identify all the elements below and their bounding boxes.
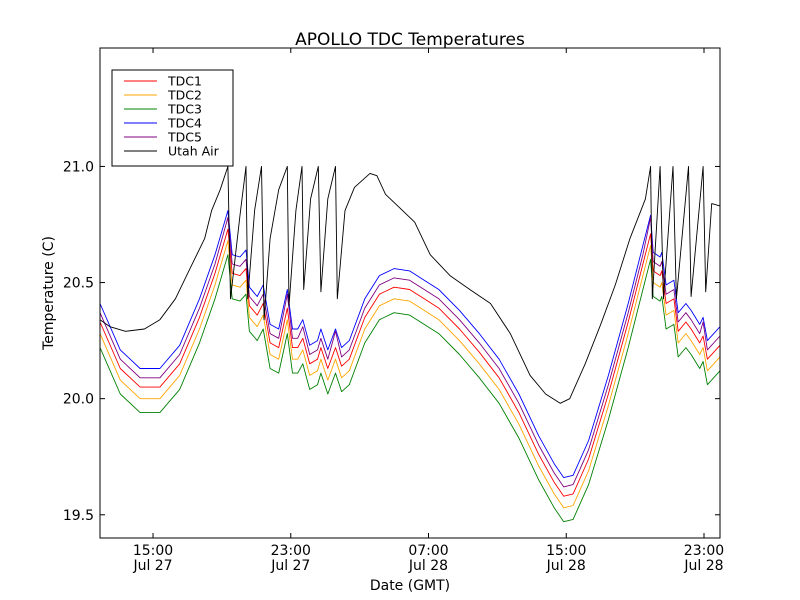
series-line-tdc1: [99, 228, 721, 497]
legend-frame: [111, 69, 234, 167]
x-tick-sublabel: Jul 28: [546, 558, 586, 574]
x-tick-sublabel: Jul 27: [270, 558, 310, 574]
plot-frame: [99, 47, 721, 539]
series-line-tdc2: [99, 240, 721, 509]
series-line-tdc4: [99, 210, 721, 479]
x-tick-label: 15:00: [133, 543, 173, 559]
x-tick-sublabel: Jul 28: [408, 558, 448, 574]
x-tick-label: 15:00: [546, 543, 586, 559]
y-tick-label: 20.0: [63, 392, 94, 408]
legend-label-tdc5: TDC5: [167, 130, 202, 145]
x-tick-label: 23:00: [684, 543, 724, 559]
legend-label-tdc4: TDC4: [167, 116, 202, 131]
chart-title: APOLLO TDC Temperatures: [295, 30, 525, 50]
series-line-tdc5: [99, 217, 721, 488]
x-tick-label: 23:00: [271, 543, 311, 559]
series-line-utah-air: [99, 165, 721, 404]
y-tick-label: 19.5: [63, 508, 94, 524]
x-tick-sublabel: Jul 27: [132, 558, 172, 574]
legend-label-tdc3: TDC3: [167, 102, 202, 117]
series-layer: [99, 165, 721, 523]
y-tick-label: 21.0: [63, 159, 94, 175]
legend-label-tdc1: TDC1: [167, 74, 202, 89]
series-line-tdc3: [99, 254, 721, 523]
legend-label-utah-air: Utah Air: [168, 144, 220, 159]
x-axis-title: Date (GMT): [370, 578, 450, 594]
y-axis-title: Temperature (C): [41, 236, 57, 351]
y-tick-label: 20.5: [63, 276, 94, 292]
x-tick-sublabel: Jul 28: [683, 558, 723, 574]
x-tick-label: 07:00: [408, 543, 448, 559]
legend-label-tdc2: TDC2: [167, 88, 202, 103]
